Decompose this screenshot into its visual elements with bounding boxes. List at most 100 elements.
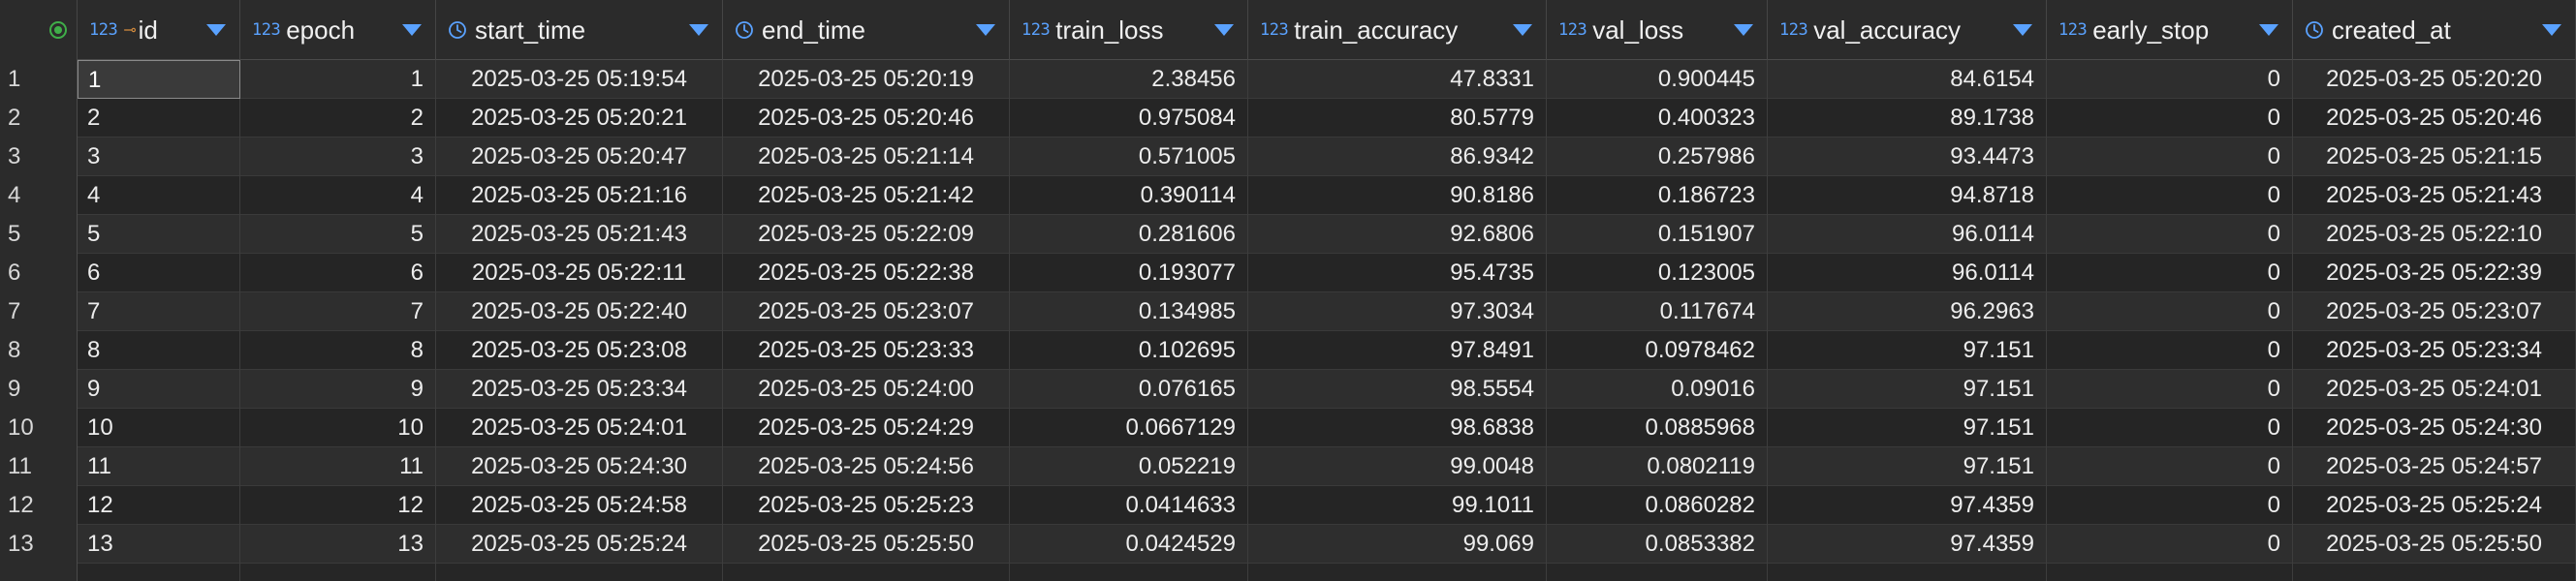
column-header-train_accuracy[interactable]: 123 train_accuracy <box>1248 0 1547 60</box>
cell-end_time[interactable]: 2025-03-25 05:24:56 <box>723 447 1010 486</box>
cell-train_accuracy[interactable]: 99.1011 <box>1248 486 1547 525</box>
cell-end_time[interactable]: 2025-03-25 05:24:00 <box>723 370 1010 409</box>
cell-train_accuracy[interactable]: 95.4735 <box>1248 254 1547 292</box>
cell-end_time[interactable]: 2025-03-25 05:25:50 <box>723 525 1010 564</box>
cell-epoch[interactable]: 9 <box>240 370 436 409</box>
cell-val_accuracy[interactable]: 96.0114 <box>1768 254 2047 292</box>
table-row[interactable]: 10 10 10 2025-03-25 05:24:01 2025-03-25 05:2… <box>0 409 2576 447</box>
cell-early_stop[interactable]: 0 <box>2047 409 2293 447</box>
column-header-epoch[interactable]: 123 epoch <box>240 0 436 60</box>
cell-end_time[interactable]: 2025-03-25 05:20:46 <box>723 99 1010 138</box>
cell-start_time[interactable]: 2025-03-25 05:24:58 <box>436 486 723 525</box>
chevron-down-icon[interactable] <box>1734 24 1753 36</box>
cell-id[interactable]: 8 <box>78 331 240 370</box>
cell-train_loss[interactable]: 0.193077 <box>1010 254 1248 292</box>
cell-id[interactable]: 2 <box>78 99 240 138</box>
table-row[interactable]: 6 6 6 2025-03-25 05:22:11 2025-03-25 05:22:3… <box>0 254 2576 292</box>
cell-id[interactable]: 10 <box>78 409 240 447</box>
column-header-train_loss[interactable]: 123 train_loss <box>1010 0 1248 60</box>
cell-id[interactable]: 13 <box>78 525 240 564</box>
cell-val_loss[interactable]: 0.0802119 <box>1547 447 1768 486</box>
row-number[interactable]: 11 <box>0 447 78 486</box>
cell-val_loss[interactable]: 0.0853382 <box>1547 525 1768 564</box>
cell-val_accuracy[interactable]: 94.8718 <box>1768 176 2047 215</box>
cell-epoch[interactable]: 6 <box>240 254 436 292</box>
cell-train_accuracy[interactable]: 92.6806 <box>1248 215 1547 254</box>
chevron-down-icon[interactable] <box>976 24 995 36</box>
cell-early_stop[interactable]: 0 <box>2047 525 2293 564</box>
cell-id[interactable]: 1 <box>78 60 240 99</box>
table-row[interactable]: 3 3 3 2025-03-25 05:20:47 2025-03-25 05:21:1… <box>0 138 2576 176</box>
chevron-down-icon[interactable] <box>2013 24 2032 36</box>
cell-early_stop[interactable]: 0 <box>2047 215 2293 254</box>
column-header-id[interactable]: 123 ⊸ id <box>78 0 240 60</box>
cell-val_loss[interactable]: 0.400323 <box>1547 99 1768 138</box>
row-number[interactable]: 12 <box>0 486 78 525</box>
cell-early_stop[interactable]: 0 <box>2047 292 2293 331</box>
row-number[interactable]: 7 <box>0 292 78 331</box>
cell-start_time[interactable]: 2025-03-25 05:22:11 <box>436 254 723 292</box>
row-number[interactable]: 8 <box>0 331 78 370</box>
cell-epoch[interactable]: 8 <box>240 331 436 370</box>
cell-train_loss[interactable]: 0.0414633 <box>1010 486 1248 525</box>
cell-created_at[interactable]: 2025-03-25 05:22:39 <box>2293 254 2576 292</box>
cell-val_accuracy[interactable]: 97.4359 <box>1768 486 2047 525</box>
cell-val_accuracy[interactable]: 96.0114 <box>1768 215 2047 254</box>
table-row[interactable]: 5 5 5 2025-03-25 05:21:43 2025-03-25 05:22:0… <box>0 215 2576 254</box>
cell-end_time[interactable]: 2025-03-25 05:20:19 <box>723 60 1010 99</box>
cell-epoch[interactable]: 2 <box>240 99 436 138</box>
cell-start_time[interactable]: 2025-03-25 05:23:08 <box>436 331 723 370</box>
cell-val_accuracy[interactable]: 96.2963 <box>1768 292 2047 331</box>
cell-train_loss[interactable]: 0.975084 <box>1010 99 1248 138</box>
cell-created_at[interactable]: 2025-03-25 05:22:10 <box>2293 215 2576 254</box>
cell-created_at[interactable]: 2025-03-25 05:20:20 <box>2293 60 2576 99</box>
chevron-down-icon[interactable] <box>1513 24 1532 36</box>
table-row[interactable]: 11 11 11 2025-03-25 05:24:30 2025-03-25 05:2… <box>0 447 2576 486</box>
cell-val_loss[interactable]: 0.0978462 <box>1547 331 1768 370</box>
cell-val_loss[interactable]: 0.123005 <box>1547 254 1768 292</box>
cell-created_at[interactable]: 2025-03-25 05:21:43 <box>2293 176 2576 215</box>
cell-start_time[interactable]: 2025-03-25 05:20:21 <box>436 99 723 138</box>
cell-val_loss[interactable]: 0.151907 <box>1547 215 1768 254</box>
cell-id[interactable]: 6 <box>78 254 240 292</box>
cell-start_time[interactable]: 2025-03-25 05:21:43 <box>436 215 723 254</box>
cell-created_at[interactable]: 2025-03-25 05:25:24 <box>2293 486 2576 525</box>
cell-val_accuracy[interactable]: 84.6154 <box>1768 60 2047 99</box>
column-header-val_accuracy[interactable]: 123 val_accuracy <box>1768 0 2047 60</box>
table-row[interactable]: 13 13 13 2025-03-25 05:25:24 2025-03-25 05:2… <box>0 525 2576 564</box>
column-header-end_time[interactable]: end_time <box>723 0 1010 60</box>
row-number[interactable]: 2 <box>0 99 78 138</box>
cell-early_stop[interactable]: 0 <box>2047 254 2293 292</box>
cell-early_stop[interactable]: 0 <box>2047 99 2293 138</box>
row-number[interactable]: 5 <box>0 215 78 254</box>
cell-start_time[interactable]: 2025-03-25 05:20:47 <box>436 138 723 176</box>
cell-epoch[interactable]: 11 <box>240 447 436 486</box>
cell-early_stop[interactable]: 0 <box>2047 176 2293 215</box>
cell-val_loss[interactable]: 0.0860282 <box>1547 486 1768 525</box>
cell-train_loss[interactable]: 0.052219 <box>1010 447 1248 486</box>
row-number[interactable]: 6 <box>0 254 78 292</box>
cell-val_accuracy[interactable]: 97.151 <box>1768 331 2047 370</box>
row-number[interactable]: 3 <box>0 138 78 176</box>
column-header-start_time[interactable]: start_time <box>436 0 723 60</box>
cell-val_accuracy[interactable]: 89.1738 <box>1768 99 2047 138</box>
cell-train_accuracy[interactable]: 86.9342 <box>1248 138 1547 176</box>
cell-created_at[interactable]: 2025-03-25 05:21:15 <box>2293 138 2576 176</box>
cell-train_accuracy[interactable]: 99.0048 <box>1248 447 1547 486</box>
table-row[interactable]: 12 12 12 2025-03-25 05:24:58 2025-03-25 05:2… <box>0 486 2576 525</box>
cell-start_time[interactable]: 2025-03-25 05:24:30 <box>436 447 723 486</box>
cell-created_at[interactable]: 2025-03-25 05:23:34 <box>2293 331 2576 370</box>
cell-end_time[interactable]: 2025-03-25 05:25:23 <box>723 486 1010 525</box>
cell-train_loss[interactable]: 0.571005 <box>1010 138 1248 176</box>
chevron-down-icon[interactable] <box>2259 24 2278 36</box>
cell-end_time[interactable]: 2025-03-25 05:23:33 <box>723 331 1010 370</box>
table-row[interactable]: 8 8 8 2025-03-25 05:23:08 2025-03-25 05:23:3… <box>0 331 2576 370</box>
cell-id[interactable]: 4 <box>78 176 240 215</box>
row-number[interactable]: 1 <box>0 60 78 99</box>
cell-val_accuracy[interactable]: 97.151 <box>1768 447 2047 486</box>
row-number[interactable]: 9 <box>0 370 78 409</box>
cell-epoch[interactable]: 13 <box>240 525 436 564</box>
cell-val_loss[interactable]: 0.0885968 <box>1547 409 1768 447</box>
cell-start_time[interactable]: 2025-03-25 05:21:16 <box>436 176 723 215</box>
cell-end_time[interactable]: 2025-03-25 05:21:42 <box>723 176 1010 215</box>
